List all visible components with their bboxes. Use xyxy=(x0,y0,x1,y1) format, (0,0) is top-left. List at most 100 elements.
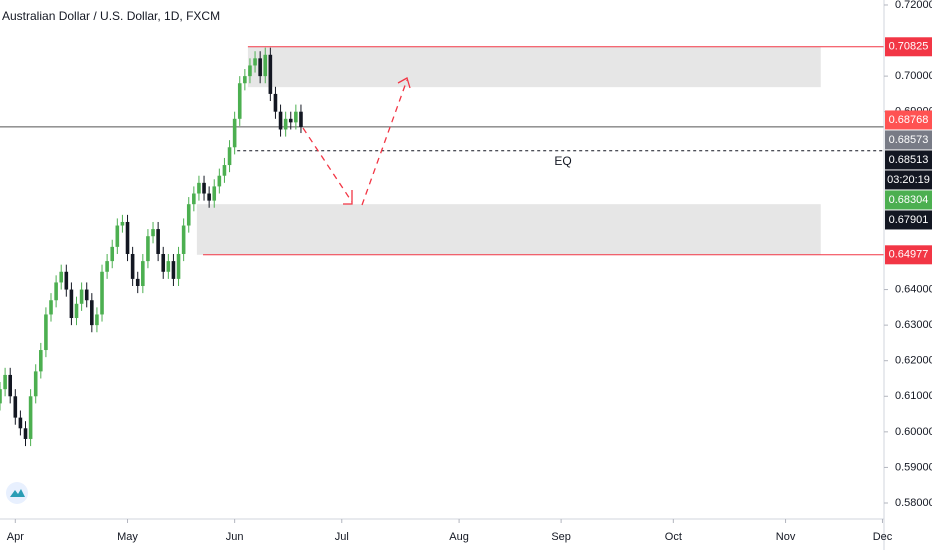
logo[interactable] xyxy=(6,482,28,504)
candle-body xyxy=(8,374,13,397)
price-tag-label: 0.64977 xyxy=(889,249,929,261)
candle-body xyxy=(227,147,232,166)
candle-body xyxy=(23,428,28,439)
candle-body xyxy=(181,225,186,254)
candle-body xyxy=(100,271,104,315)
candle-body xyxy=(161,253,166,272)
candle-body xyxy=(156,229,160,254)
zones xyxy=(196,46,821,255)
candle-body xyxy=(28,396,33,439)
x-tick-label: Nov xyxy=(776,531,796,543)
y-tick-label: 0.61000 xyxy=(895,390,932,402)
candle-body xyxy=(202,182,206,194)
y-tick-label: 0.60000 xyxy=(895,426,932,438)
price-tag-label: 0.68573 xyxy=(889,134,929,146)
zone xyxy=(196,204,821,255)
candle-body xyxy=(18,417,23,429)
candle-body xyxy=(263,54,268,77)
candle-body xyxy=(268,54,273,94)
arrow-head xyxy=(397,77,411,89)
candle-body xyxy=(146,236,150,262)
candle-body xyxy=(130,253,135,279)
axes: 0.720000.700000.690000.640000.630000.620… xyxy=(7,0,932,543)
x-tick-label: Aug xyxy=(449,531,469,543)
candle-body xyxy=(186,204,191,226)
candle-body xyxy=(135,278,140,287)
candle-body xyxy=(105,261,109,272)
candle-body xyxy=(197,182,201,194)
candle-body xyxy=(176,253,181,279)
chart-title: Australian Dollar / U.S. Dollar, 1D, FXC… xyxy=(2,9,220,23)
candle-body xyxy=(237,83,242,119)
annotation: EQ xyxy=(554,154,571,168)
candle-body xyxy=(278,111,283,130)
candle-body xyxy=(64,271,69,290)
candle-body xyxy=(79,289,84,304)
y-tick-label: 0.58000 xyxy=(895,497,932,509)
price-tag xyxy=(885,190,932,210)
candle-body xyxy=(294,111,298,123)
candle-body xyxy=(74,303,79,319)
price-tag xyxy=(885,110,932,130)
y-tick-label: 0.64000 xyxy=(895,283,932,295)
candle-body xyxy=(69,289,74,319)
candle-body xyxy=(90,300,94,326)
countdown-label: 03:20:19 xyxy=(887,174,930,186)
candle-body xyxy=(222,165,227,176)
y-tick-label: 0.63000 xyxy=(895,319,932,331)
candle-body xyxy=(95,314,99,326)
candle-body xyxy=(288,118,293,123)
projection-up xyxy=(361,79,408,206)
zone xyxy=(247,46,821,88)
candle-body xyxy=(120,221,125,226)
price-tag-label: 0.70825 xyxy=(889,41,929,53)
candle-body xyxy=(217,175,222,187)
price-tag xyxy=(885,210,932,230)
candle-body xyxy=(207,193,211,201)
candle-body xyxy=(258,58,262,77)
candle-body xyxy=(84,289,89,301)
candle-body xyxy=(3,374,7,390)
x-tick-label: Jun xyxy=(226,531,244,543)
candle-body xyxy=(115,225,120,247)
candle-body xyxy=(0,389,2,404)
candle-body xyxy=(212,186,217,201)
price-tags: 0.70825 0.68768 0.68573 0.68513 03:20:19 0.68… xyxy=(885,37,932,265)
y-tick-label: 0.59000 xyxy=(895,461,932,473)
price-tag-label: 0.68304 xyxy=(889,194,929,206)
x-tick-label: Oct xyxy=(665,531,682,543)
candles xyxy=(0,47,303,447)
candle-body xyxy=(283,118,288,130)
price-tag xyxy=(885,245,932,265)
candle-body xyxy=(248,65,252,77)
candle-body xyxy=(151,229,155,237)
y-tick-label: 0.62000 xyxy=(895,355,932,367)
x-tick-label: Sep xyxy=(551,531,571,543)
x-tick-label: Apr xyxy=(7,531,24,543)
y-tick-label: 0.72000 xyxy=(895,0,932,11)
candle-body xyxy=(49,300,53,315)
candle-body xyxy=(192,193,196,205)
candle-body xyxy=(125,221,130,254)
candle-body xyxy=(232,118,237,148)
candle-body xyxy=(141,261,145,287)
price-lines: EQ xyxy=(0,46,884,256)
x-tick-label: May xyxy=(117,531,138,543)
countdown-tag xyxy=(885,170,932,190)
candle-body xyxy=(59,271,64,283)
y-tick-label: 0.70000 xyxy=(895,70,932,82)
x-tick-label: Jul xyxy=(335,531,349,543)
price-tag-label: 0.68513 xyxy=(889,154,929,166)
price-tag xyxy=(885,130,932,150)
candle-body xyxy=(54,282,58,301)
candle-body xyxy=(33,371,38,397)
price-tag-label: 0.68768 xyxy=(889,114,929,126)
candle-body xyxy=(44,314,48,351)
candle-body xyxy=(110,246,115,262)
projection xyxy=(302,77,411,206)
projection-down xyxy=(302,127,353,203)
candle-body xyxy=(243,76,247,84)
candle-body xyxy=(13,396,18,418)
candle-body xyxy=(299,111,303,127)
